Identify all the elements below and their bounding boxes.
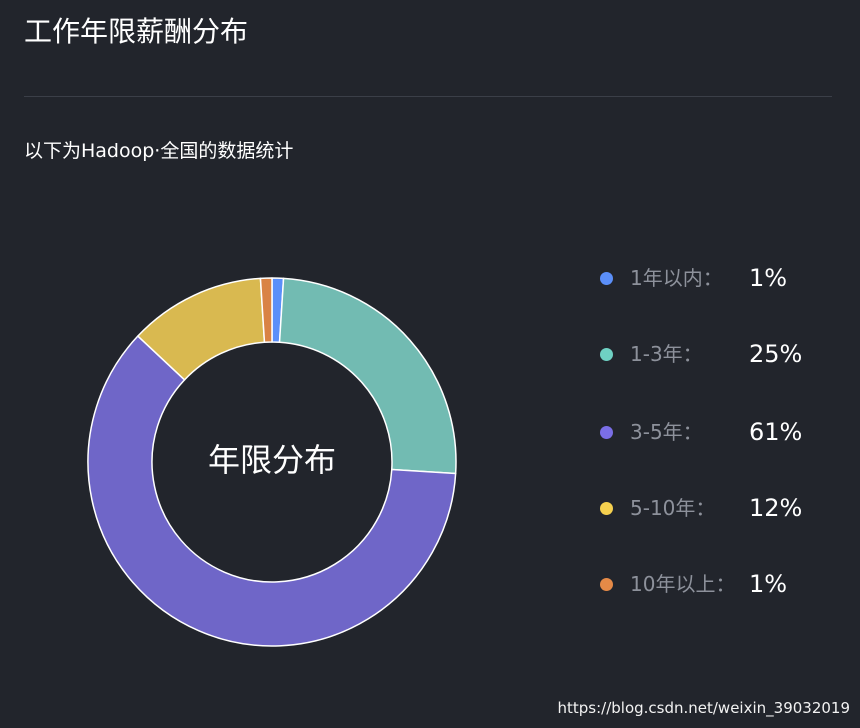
legend-value: 1% [749,570,788,598]
legend-label: 1年以内： [630,266,723,290]
chart-subtitle: 以下为Hadoop·全国的数据统计 [24,140,294,162]
legend-label: 5-10年： [630,496,716,520]
legend-value: 1% [749,264,788,292]
legend-item[interactable]: 5-10年： 12% [600,486,850,530]
donut-slice[interactable] [278,277,457,475]
legend-value: 25% [749,340,803,368]
donut-slice[interactable] [87,335,457,647]
legend-dot-icon [600,502,613,515]
page-title: 工作年限薪酬分布 [24,15,249,48]
donut-center-label: 年限分布 [207,441,336,479]
legend-value: 12% [749,494,803,522]
header-divider [24,96,832,97]
legend-item[interactable]: 3-5年： 61% [600,410,850,454]
legend-label: 3-5年： [630,420,703,444]
watermark-url: https://blog.csdn.net/weixin_39032019 [557,699,850,717]
legend-dot-icon [600,348,613,361]
legend-label: 10年以上： [630,572,736,596]
legend-item[interactable]: 1年以内： 1% [600,256,850,300]
legend-dot-icon [600,578,613,591]
legend-value: 61% [749,418,803,446]
legend-dot-icon [600,272,613,285]
legend-item[interactable]: 1-3年： 25% [600,332,850,376]
legend-dot-icon [600,426,613,439]
legend-label: 1-3年： [630,342,703,366]
legend-item[interactable]: 10年以上： 1% [600,562,850,606]
donut-slice[interactable] [259,277,273,343]
